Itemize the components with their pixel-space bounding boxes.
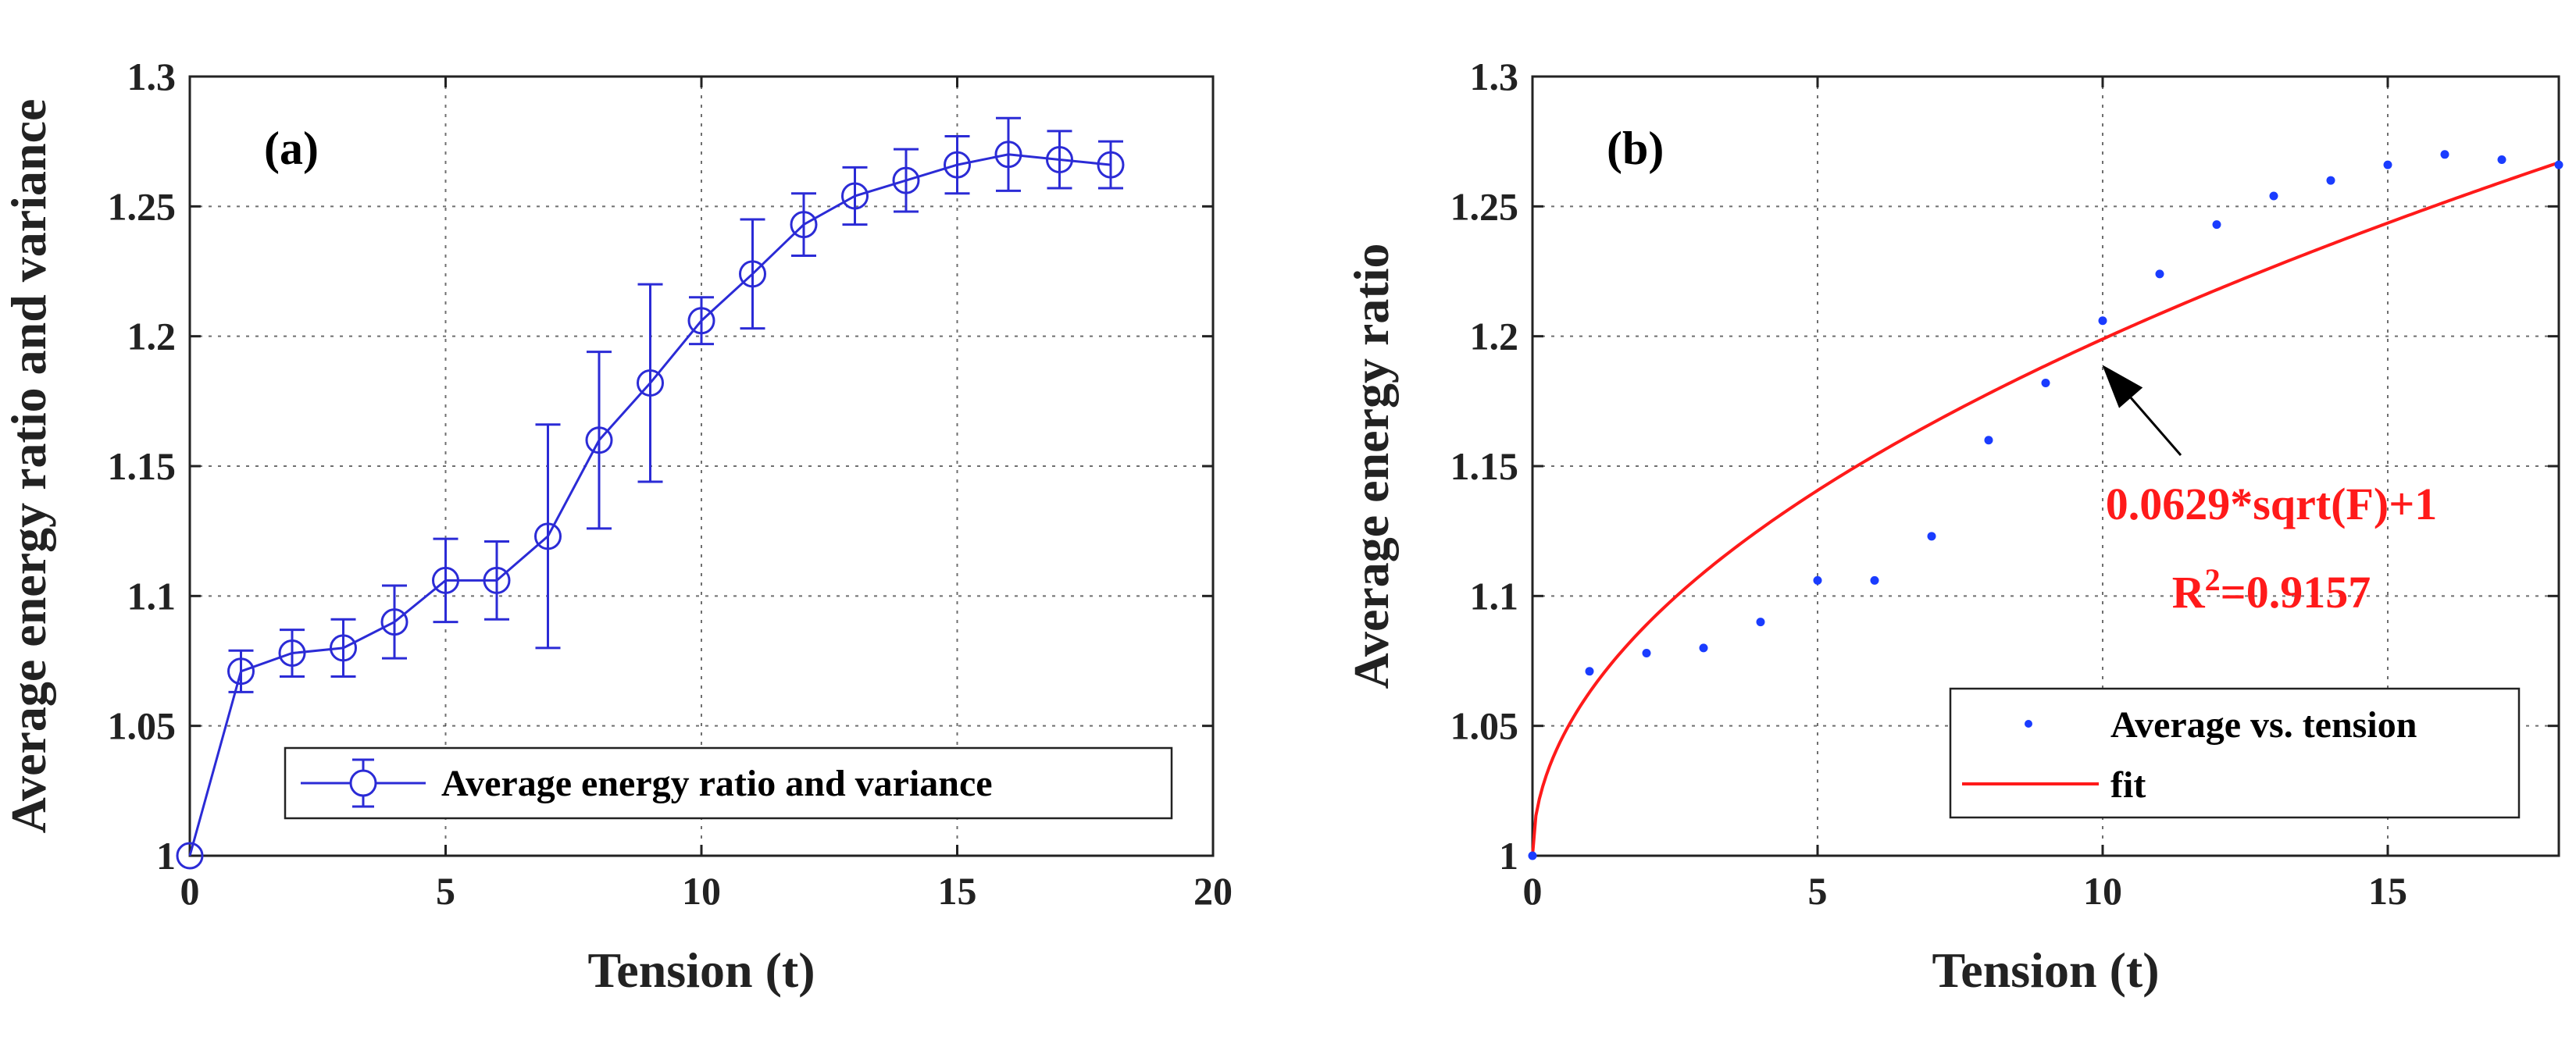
- x-tick-label: 0: [1523, 869, 1543, 913]
- panel-a-legend-label: Average energy ratio and variance: [441, 763, 993, 804]
- y-tick-label: 1: [1499, 834, 1518, 878]
- x-tick-label: 10: [2083, 869, 2122, 913]
- y-tick-label: 1.3: [1470, 55, 1519, 98]
- data-point-marker: [944, 151, 971, 179]
- data-point-marker: [994, 141, 1022, 169]
- y-tick-label: 1.05: [108, 704, 177, 748]
- scatter-point: [2497, 155, 2506, 164]
- panel-a-axes-frame: [188, 75, 1215, 857]
- scatter-point: [2554, 160, 2564, 169]
- panel-b-y-axis-label: Average energy ratio: [1343, 244, 1399, 689]
- x-tick-label: 10: [682, 869, 721, 913]
- scatter-point: [2098, 316, 2107, 326]
- x-tick-label: 20: [1193, 869, 1233, 913]
- legend-label-average: Average vs. tension: [2110, 704, 2417, 746]
- data-point-marker: [841, 182, 869, 210]
- y-tick-label: 1.25: [108, 184, 177, 228]
- panel-b-chart: 0 5 10 15 1 1.05 1.1 1.15 1.2 1.25 1.3 (b) Tension…: [1343, 55, 2564, 998]
- panel-a-y-axis-label: Average energy ratio and variance: [1, 99, 56, 834]
- scatter-point: [2269, 191, 2278, 201]
- panel-a-grid: [190, 77, 1213, 856]
- x-tick-label: 15: [2368, 869, 2407, 913]
- y-tick-label: 1.1: [1470, 574, 1519, 618]
- y-tick-label: 1.3: [127, 55, 177, 98]
- r-squared-label: R2=0.9157: [2172, 562, 2371, 618]
- data-point-marker: [534, 522, 562, 550]
- x-tick-label: 0: [180, 869, 200, 913]
- data-point-marker: [790, 211, 818, 239]
- data-point-marker: [278, 639, 306, 668]
- data-point-marker: [637, 369, 664, 397]
- scatter-point: [1870, 575, 1879, 585]
- scatter-point: [2212, 220, 2221, 230]
- data-point-marker: [380, 608, 409, 636]
- legend-label-fit: fit: [2110, 764, 2146, 806]
- data-point-marker: [1046, 145, 1073, 173]
- fit-curve: [1531, 161, 2560, 857]
- panel-b-ticks: 0 5 10 15 1 1.05 1.1 1.15 1.2 1.25 1.3: [1450, 55, 2559, 913]
- data-point-marker: [892, 166, 920, 194]
- y-tick-label: 1.25: [1450, 184, 1519, 228]
- data-point-marker: [330, 634, 357, 662]
- r-squared-exponent: 2: [2205, 562, 2221, 597]
- data-point-marker: [687, 307, 715, 335]
- panel-b-legend-box: [1949, 687, 2521, 819]
- scatter-point: [1984, 436, 1993, 445]
- panel-a-x-axis-label: Tension (t): [587, 942, 815, 998]
- scatter-point: [1756, 618, 1765, 627]
- scatter-point: [1528, 851, 1537, 860]
- panel-b-series: [1528, 150, 2564, 860]
- panel-b-annotation: 0.0629*sqrt(F)+1 R2=0.9157: [2102, 365, 2437, 618]
- scatter-point: [1699, 643, 1708, 653]
- scatter-point: [2440, 150, 2449, 159]
- annotation-arrow-head: [2102, 365, 2143, 408]
- y-tick-label: 1: [156, 834, 176, 878]
- panel-a-legend-symbol: [301, 758, 426, 808]
- annotation-arrow-line: [2130, 397, 2182, 456]
- scatter-point: [1642, 649, 1651, 658]
- panel-b-legend: Average vs. tension fit: [1949, 687, 2521, 819]
- y-tick-label: 1.15: [1450, 444, 1519, 488]
- x-tick-label: 5: [1808, 869, 1828, 913]
- data-point-marker: [483, 566, 511, 594]
- fit-equation-label: 0.0629*sqrt(F)+1: [2106, 479, 2438, 529]
- scatter-point: [2383, 160, 2392, 169]
- panel-a-legend: Average energy ratio and variance: [284, 746, 1173, 820]
- y-tick-label: 1.05: [1450, 704, 1519, 748]
- scatter-point: [1927, 532, 1936, 541]
- panel-a-ticks: 0 5 10 15 20 1 1.05 1.1 1.15 1.2 1.25 1.3: [108, 55, 1233, 913]
- data-point-marker: [227, 657, 255, 686]
- x-tick-label: 5: [436, 869, 455, 913]
- y-tick-label: 1.2: [127, 315, 177, 358]
- panel-a-label: (a): [264, 123, 319, 174]
- y-tick-label: 1.1: [127, 574, 177, 618]
- data-point-marker: [739, 260, 766, 288]
- legend-marker: [349, 769, 377, 797]
- scatter-point: [1813, 575, 1822, 585]
- data-point-marker: [176, 842, 204, 870]
- r-squared-prefix: R: [2172, 567, 2206, 618]
- data-point-marker: [585, 426, 613, 454]
- r-squared-value: =0.9157: [2221, 567, 2371, 618]
- y-tick-label: 1.2: [1470, 315, 1519, 358]
- data-point-marker: [1097, 151, 1125, 179]
- panel-a-legend-box: [284, 746, 1173, 820]
- scatter-point: [2041, 379, 2050, 388]
- y-tick-label: 1.15: [108, 444, 177, 488]
- panel-b-label: (b): [1607, 123, 1664, 174]
- data-point-marker: [432, 566, 459, 594]
- scatter-point: [1585, 667, 1594, 676]
- panel-a-chart: 0 5 10 15 20 1 1.05 1.1 1.15 1.2 1.25 1.3 (a) Tensi…: [1, 55, 1233, 998]
- x-tick-label: 15: [938, 869, 977, 913]
- scatter-point: [2155, 269, 2164, 279]
- panel-a-series: [176, 116, 1125, 870]
- panel-b-x-axis-label: Tension (t): [1932, 942, 2159, 998]
- scatter-point: [2326, 176, 2335, 185]
- legend-symbol-dot: [2025, 720, 2032, 728]
